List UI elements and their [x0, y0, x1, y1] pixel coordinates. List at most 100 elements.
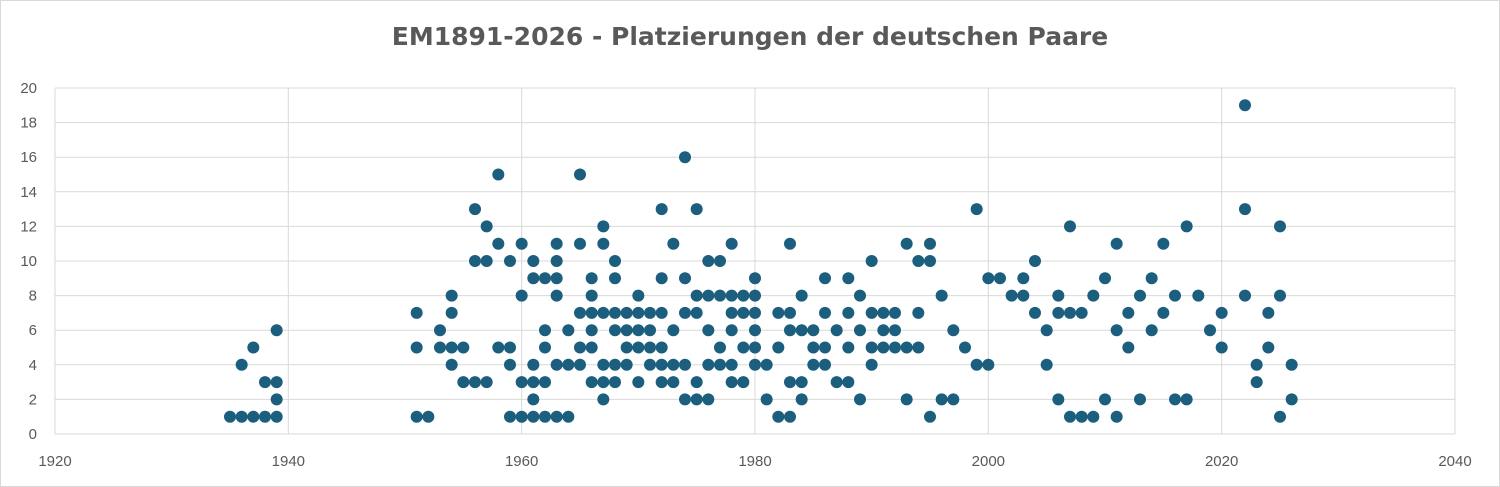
y-tick-label: 20: [20, 80, 37, 97]
data-point: [550, 255, 563, 267]
x-tick-label: 1980: [738, 453, 771, 470]
data-point: [982, 358, 995, 371]
data-point: [504, 358, 516, 371]
data-point: [749, 306, 761, 319]
data-point: [1087, 410, 1100, 423]
data-point: [410, 306, 423, 319]
data-point: [702, 358, 715, 371]
data-point: [1099, 393, 1111, 406]
data-point: [539, 410, 551, 423]
data-point: [1157, 306, 1170, 319]
data-point: [539, 272, 551, 285]
data-point: [1110, 237, 1123, 250]
data-point: [1064, 306, 1076, 319]
data-point: [819, 341, 831, 354]
data-point: [1180, 220, 1193, 233]
data-point: [1262, 306, 1275, 319]
data-point: [609, 358, 621, 371]
data-point: [1145, 272, 1158, 285]
data-point: [585, 376, 598, 389]
data-point: [1285, 358, 1298, 371]
data-point: [667, 324, 680, 337]
data-point: [1215, 306, 1228, 319]
data-point: [714, 341, 726, 354]
data-point: [469, 203, 481, 216]
data-point: [609, 324, 621, 337]
data-point: [947, 324, 960, 337]
data-point: [900, 393, 913, 406]
data-point: [235, 410, 248, 423]
data-point: [772, 410, 785, 423]
data-point: [1274, 289, 1286, 302]
data-point: [982, 272, 995, 285]
grid-lines: [54, 87, 1456, 435]
data-point: [445, 306, 458, 319]
data-point: [877, 324, 890, 337]
data-point: [620, 306, 633, 319]
data-point: [889, 324, 901, 337]
data-point: [1215, 341, 1228, 354]
data-point: [924, 255, 936, 267]
data-point: [807, 358, 820, 371]
data-point: [644, 341, 656, 354]
data-points: [224, 99, 1298, 423]
data-point: [655, 306, 668, 319]
data-point: [947, 393, 960, 406]
data-point: [1157, 237, 1170, 250]
data-point: [725, 324, 738, 337]
data-point: [562, 324, 575, 337]
data-point: [737, 341, 750, 354]
data-point: [912, 306, 925, 319]
data-point: [1005, 289, 1018, 302]
data-point: [1250, 358, 1263, 371]
data-point: [702, 324, 715, 337]
data-point: [574, 358, 586, 371]
x-tick-label: 1920: [38, 453, 71, 470]
data-point: [550, 410, 563, 423]
data-point: [772, 341, 785, 354]
data-point: [889, 341, 901, 354]
data-point: [935, 393, 948, 406]
data-point: [259, 376, 271, 389]
data-point: [830, 376, 843, 389]
data-point: [410, 341, 423, 354]
data-point: [749, 324, 761, 337]
data-point: [912, 255, 925, 267]
data-point: [725, 376, 738, 389]
data-point: [737, 376, 750, 389]
data-point: [889, 306, 901, 319]
data-point: [725, 289, 738, 302]
data-point: [550, 289, 563, 302]
data-point: [959, 341, 971, 354]
data-point: [1169, 393, 1181, 406]
data-point: [1122, 341, 1135, 354]
y-tick-label: 10: [20, 253, 37, 270]
y-tick-label: 14: [20, 184, 37, 201]
data-point: [679, 393, 691, 406]
data-point: [1075, 410, 1088, 423]
data-point: [1169, 289, 1181, 302]
data-point: [842, 272, 855, 285]
data-point: [784, 324, 796, 337]
data-point: [760, 358, 773, 371]
data-point: [550, 358, 563, 371]
data-point: [819, 272, 831, 285]
data-point: [422, 410, 435, 423]
data-point: [550, 272, 563, 285]
data-point: [597, 237, 610, 250]
data-point: [644, 306, 656, 319]
data-point: [632, 306, 645, 319]
y-tick-label: 6: [29, 322, 37, 339]
data-point: [807, 341, 820, 354]
data-point: [865, 306, 878, 319]
data-point: [515, 237, 528, 250]
data-point: [714, 255, 726, 267]
data-point: [830, 324, 843, 337]
data-point: [644, 324, 656, 337]
data-point: [900, 237, 913, 250]
data-point: [667, 358, 680, 371]
data-point: [842, 341, 855, 354]
data-point: [784, 376, 796, 389]
data-point: [1274, 410, 1286, 423]
data-point: [574, 341, 586, 354]
